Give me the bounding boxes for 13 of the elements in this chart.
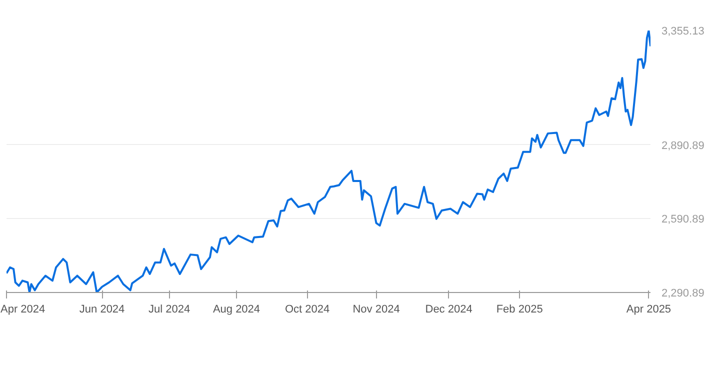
y-tick-label: 2,890.89 — [662, 140, 704, 152]
x-tick-label: Oct 2024 — [284, 304, 330, 316]
x-tick-label: Dec 2024 — [425, 304, 472, 316]
x-tick-label: Nov 2024 — [352, 304, 400, 316]
x-tick-label: Apr 2024 — [0, 304, 46, 316]
x-tick-label: Feb 2025 — [496, 304, 543, 316]
y-tick-label: 2,290.89 — [662, 288, 704, 300]
x-tick-label: Aug 2024 — [212, 304, 260, 316]
y-tick-label: 3,355.13 — [662, 26, 704, 38]
x-tick-label: Jun 2024 — [79, 304, 125, 316]
x-tick-label: Apr 2025 — [626, 304, 672, 316]
x-tick-label: Jul 2024 — [148, 304, 190, 316]
y-tick-label: 2,590.89 — [662, 214, 704, 226]
